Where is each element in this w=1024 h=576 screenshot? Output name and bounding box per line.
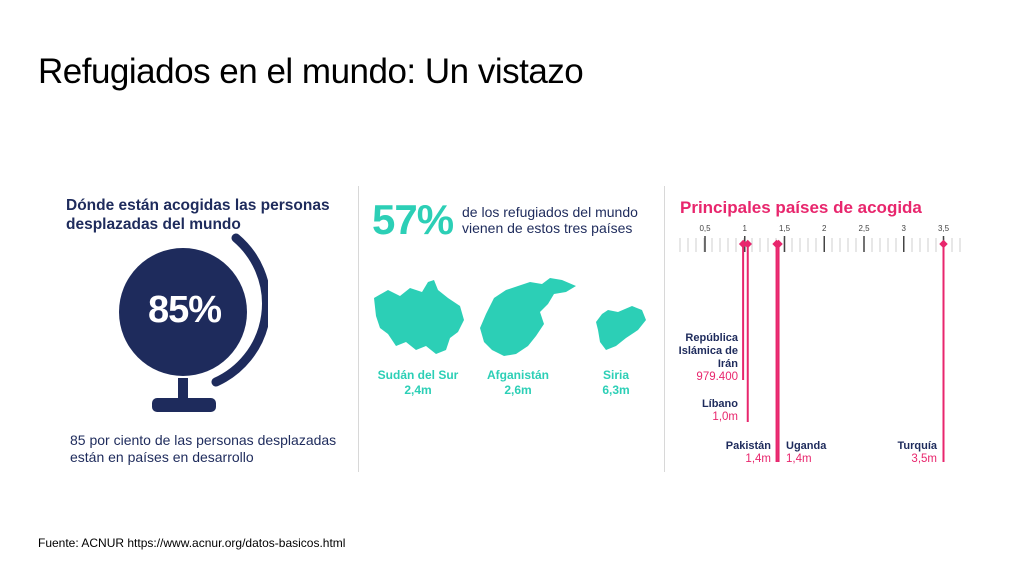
host-value: 1,4m [745, 453, 771, 465]
axis-tick-label: 1,5 [778, 224, 791, 233]
country-name: Afganistán [486, 368, 549, 382]
panel-divider [664, 186, 665, 472]
host-name: Líbano [701, 398, 738, 410]
host-value: 3,5m [911, 453, 937, 465]
host-marker-dot [939, 239, 948, 249]
host-name: Pakistán [725, 440, 771, 452]
axis-tick-label: 2,5 [858, 224, 870, 233]
south-sudan-map-icon [374, 280, 464, 354]
panel-divider [358, 186, 359, 472]
axis-tick-label: 3 [901, 224, 906, 233]
globe-icon [119, 233, 268, 412]
axis-tick-label: 1 [742, 224, 747, 233]
afghanistan-map-icon [480, 278, 576, 356]
panel1-caption: 85 por ciento de las personas desplazada… [70, 432, 337, 465]
host-value: 1,4m [786, 453, 812, 465]
country-value: 2,4m [404, 383, 432, 397]
host-value: 979.400 [696, 371, 738, 383]
panel3-heading: Principales países de acogida [680, 198, 922, 217]
country-value: 6,3m [602, 383, 630, 397]
host-name: Uganda [786, 440, 827, 452]
country-name: Siria [602, 368, 629, 382]
axis-tick-label: 0,5 [699, 224, 711, 233]
globe-percent: 85% [148, 289, 222, 331]
panel1-heading: Dónde están acogidas las personas despla… [66, 197, 330, 233]
host-name: Turquía [897, 440, 937, 452]
axis-tick-label: 3,5 [937, 224, 950, 233]
big-percent: 57% [372, 196, 454, 243]
slide-title: Refugiados en el mundo: Un vistazo [38, 52, 584, 91]
source-note: Fuente: ACNUR https://www.acnur.org/dato… [38, 536, 346, 550]
syria-map-icon [596, 306, 646, 350]
host-name: República Islámica de Irán [678, 332, 738, 370]
host-value: 1,0m [712, 411, 738, 423]
axis-tick-label: 2 [822, 224, 827, 233]
panel2-subtitle: de los refugiados del mundo vienen de es… [462, 204, 638, 236]
country-maps [374, 278, 646, 356]
host-axis [679, 236, 961, 462]
country-value: 2,6m [504, 383, 532, 397]
country-name: Sudán del Sur [377, 368, 459, 382]
